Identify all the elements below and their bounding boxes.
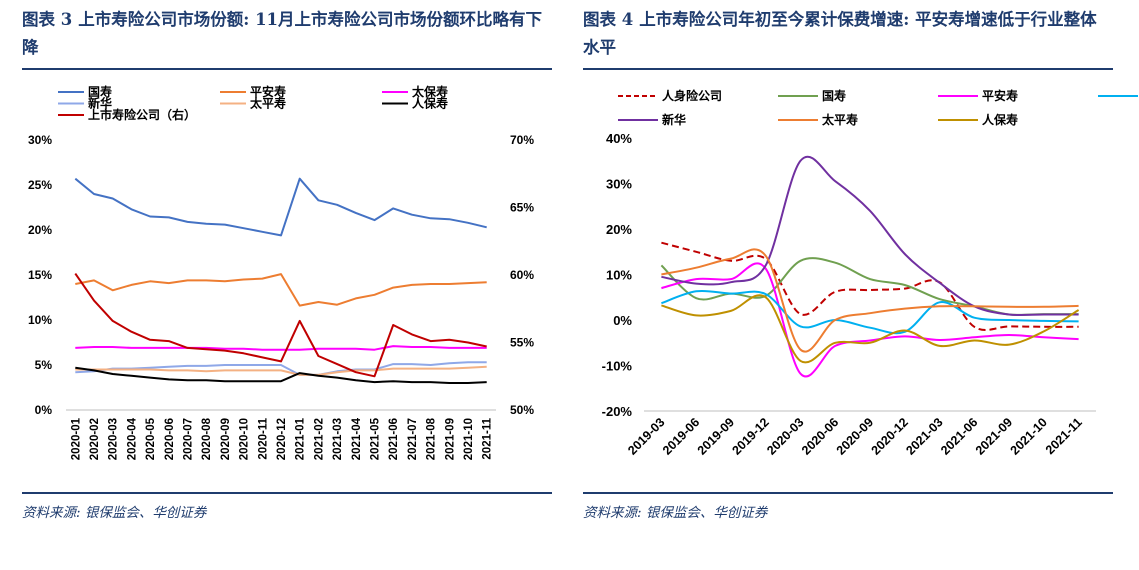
right-series-line bbox=[661, 262, 1079, 378]
left-source-rule bbox=[22, 492, 552, 494]
left-x-tick-label: 2021-02 bbox=[313, 418, 325, 460]
left-y2-tick-label: 60% bbox=[510, 268, 534, 282]
left-chart-title: 图表 3 上市寿险公司市场份额: 11月上市寿险公司市场份额环比略有下降 bbox=[22, 6, 552, 62]
left-x-tick-label: 2020-12 bbox=[276, 418, 288, 460]
left-y-tick-label: 20% bbox=[28, 223, 52, 237]
right-y-tick-label: 20% bbox=[606, 222, 632, 237]
left-x-tick-label: 2020-02 bbox=[89, 418, 101, 460]
right-x-tick-label: 2019-09 bbox=[695, 415, 737, 457]
left-x-tick-label: 2021-08 bbox=[426, 417, 438, 460]
right-legend-label: 平安寿 bbox=[982, 88, 1018, 103]
left-legend-label: 太保寿 bbox=[412, 84, 448, 99]
right-legend-label: 人保寿 bbox=[982, 112, 1018, 127]
left-y2-tick-label: 55% bbox=[510, 336, 534, 350]
left-y2-tick-label: 70% bbox=[510, 133, 534, 147]
right-source-rule bbox=[583, 492, 1113, 494]
left-x-tick-label: 2021-10 bbox=[463, 418, 475, 460]
right-x-tick-label: 2021-10 bbox=[1008, 415, 1050, 457]
left-x-tick-label: 2021-06 bbox=[388, 418, 400, 460]
left-y-tick-label: 10% bbox=[28, 313, 52, 327]
right-x-tick-label: 2019-12 bbox=[729, 415, 771, 457]
left-chart-panel: 图表 3 上市寿险公司市场份额: 11月上市寿险公司市场份额环比略有下降 国寿 平安… bbox=[0, 0, 560, 561]
right-chart-title: 图表 4 上市寿险公司年初至今累计保费增速: 平安寿增速低于行业整体水平 bbox=[583, 6, 1113, 62]
left-x-tick-label: 2020-10 bbox=[239, 418, 251, 460]
left-y-tick-label: 5% bbox=[35, 358, 53, 372]
left-series-line bbox=[74, 177, 487, 237]
right-y-tick-label: 30% bbox=[606, 177, 632, 192]
right-y-tick-label: 0% bbox=[613, 313, 632, 328]
left-x-tick-label: 2021-07 bbox=[407, 418, 419, 460]
right-x-tick-label: 2020-06 bbox=[799, 415, 841, 457]
left-title-rule bbox=[22, 68, 552, 70]
left-series-line bbox=[75, 345, 487, 351]
right-legend-label: 新华 bbox=[662, 112, 686, 127]
right-x-tick-label: 2020-03 bbox=[764, 415, 806, 457]
left-x-tick-label: 2020-03 bbox=[108, 418, 120, 460]
left-x-tick-label: 2020-06 bbox=[164, 418, 176, 460]
left-x-tick-label: 2020-08 bbox=[201, 417, 213, 460]
right-legend-label: 国寿 bbox=[822, 88, 846, 103]
left-series-line bbox=[75, 366, 487, 384]
right-series-line bbox=[661, 241, 1079, 331]
right-source: 资料来源: 银保监会、华创证券 bbox=[583, 505, 768, 521]
left-y-tick-label: 0% bbox=[35, 403, 53, 417]
left-x-tick-label: 2021-11 bbox=[482, 417, 494, 459]
right-x-tick-label: 2020-12 bbox=[869, 415, 911, 457]
right-x-tick-label: 2020-09 bbox=[834, 415, 876, 457]
left-x-tick-label: 2020-11 bbox=[257, 417, 269, 459]
right-chart-title-text: 上市寿险公司年初至今累计保费增速: 平安寿增速低于行业整体水平 bbox=[583, 10, 1097, 57]
left-x-tick-label: 2020-07 bbox=[183, 418, 195, 460]
right-series-line bbox=[661, 289, 1079, 335]
left-legend-label: 新华 bbox=[88, 96, 112, 111]
left-chart-label: 图表 3 bbox=[22, 10, 73, 29]
right-x-tick-label: 2021-09 bbox=[973, 415, 1015, 457]
right-series-line bbox=[661, 155, 1079, 317]
left-x-tick-label: 2021-05 bbox=[369, 417, 381, 460]
left-legend-label: 国寿 bbox=[88, 84, 112, 99]
right-premium-growth-chart: 人身险公司国寿平安寿太保寿新华太平寿人保寿-20%-10%0%10%20%30%… bbox=[602, 88, 1138, 458]
right-chart-label: 图表 4 bbox=[583, 10, 634, 29]
left-series-line bbox=[75, 361, 487, 376]
right-legend-label: 太平寿 bbox=[822, 112, 858, 127]
left-chart-title-text: 上市寿险公司市场份额: 11月上市寿险公司市场份额环比略有下降 bbox=[22, 10, 543, 57]
left-x-tick-label: 2021-04 bbox=[351, 417, 363, 460]
right-legend-label: 人身险公司 bbox=[662, 88, 722, 103]
left-legend-label: 太平寿 bbox=[250, 96, 286, 111]
right-series-line bbox=[661, 294, 1080, 364]
left-source: 资料来源: 银保监会、华创证券 bbox=[22, 505, 207, 521]
left-legend-label: 平安寿 bbox=[250, 84, 286, 99]
left-x-tick-label: 2020-01 bbox=[70, 417, 82, 460]
right-x-tick-label: 2019-03 bbox=[625, 415, 667, 457]
left-legend-label: 人保寿 bbox=[412, 96, 448, 111]
left-y-tick-label: 15% bbox=[28, 268, 52, 282]
left-y-tick-label: 25% bbox=[28, 178, 52, 192]
left-x-tick-label: 2021-03 bbox=[332, 418, 344, 460]
left-x-tick-label: 2020-05 bbox=[145, 417, 157, 460]
left-x-tick-label: 2021-09 bbox=[444, 418, 456, 460]
right-series-line bbox=[661, 248, 1079, 353]
left-x-tick-label: 2020-04 bbox=[126, 417, 138, 460]
left-y2-tick-label: 50% bbox=[510, 403, 534, 417]
right-title-rule bbox=[583, 68, 1113, 70]
right-x-tick-label: 2019-06 bbox=[660, 415, 702, 457]
left-y2-tick-label: 65% bbox=[510, 201, 534, 215]
left-x-tick-label: 2020-09 bbox=[220, 418, 232, 460]
right-x-tick-label: 2021-06 bbox=[938, 415, 980, 457]
left-series-line bbox=[75, 365, 487, 376]
right-y-tick-label: -20% bbox=[602, 404, 633, 419]
left-series-line bbox=[74, 273, 487, 378]
left-x-tick-label: 2021-01 bbox=[295, 417, 307, 460]
left-legend-label: 上市寿险公司（右） bbox=[88, 107, 196, 122]
right-y-tick-label: -10% bbox=[602, 359, 633, 374]
right-chart-panel: 图表 4 上市寿险公司年初至今累计保费增速: 平安寿增速低于行业整体水平 人身险公… bbox=[578, 0, 1139, 561]
right-y-tick-label: 10% bbox=[606, 268, 632, 283]
left-series-line bbox=[75, 273, 487, 307]
right-y-tick-label: 40% bbox=[606, 131, 632, 146]
right-x-tick-label: 2021-11 bbox=[1043, 415, 1085, 457]
left-y-tick-label: 30% bbox=[28, 133, 52, 147]
right-x-tick-label: 2021-03 bbox=[903, 415, 945, 457]
